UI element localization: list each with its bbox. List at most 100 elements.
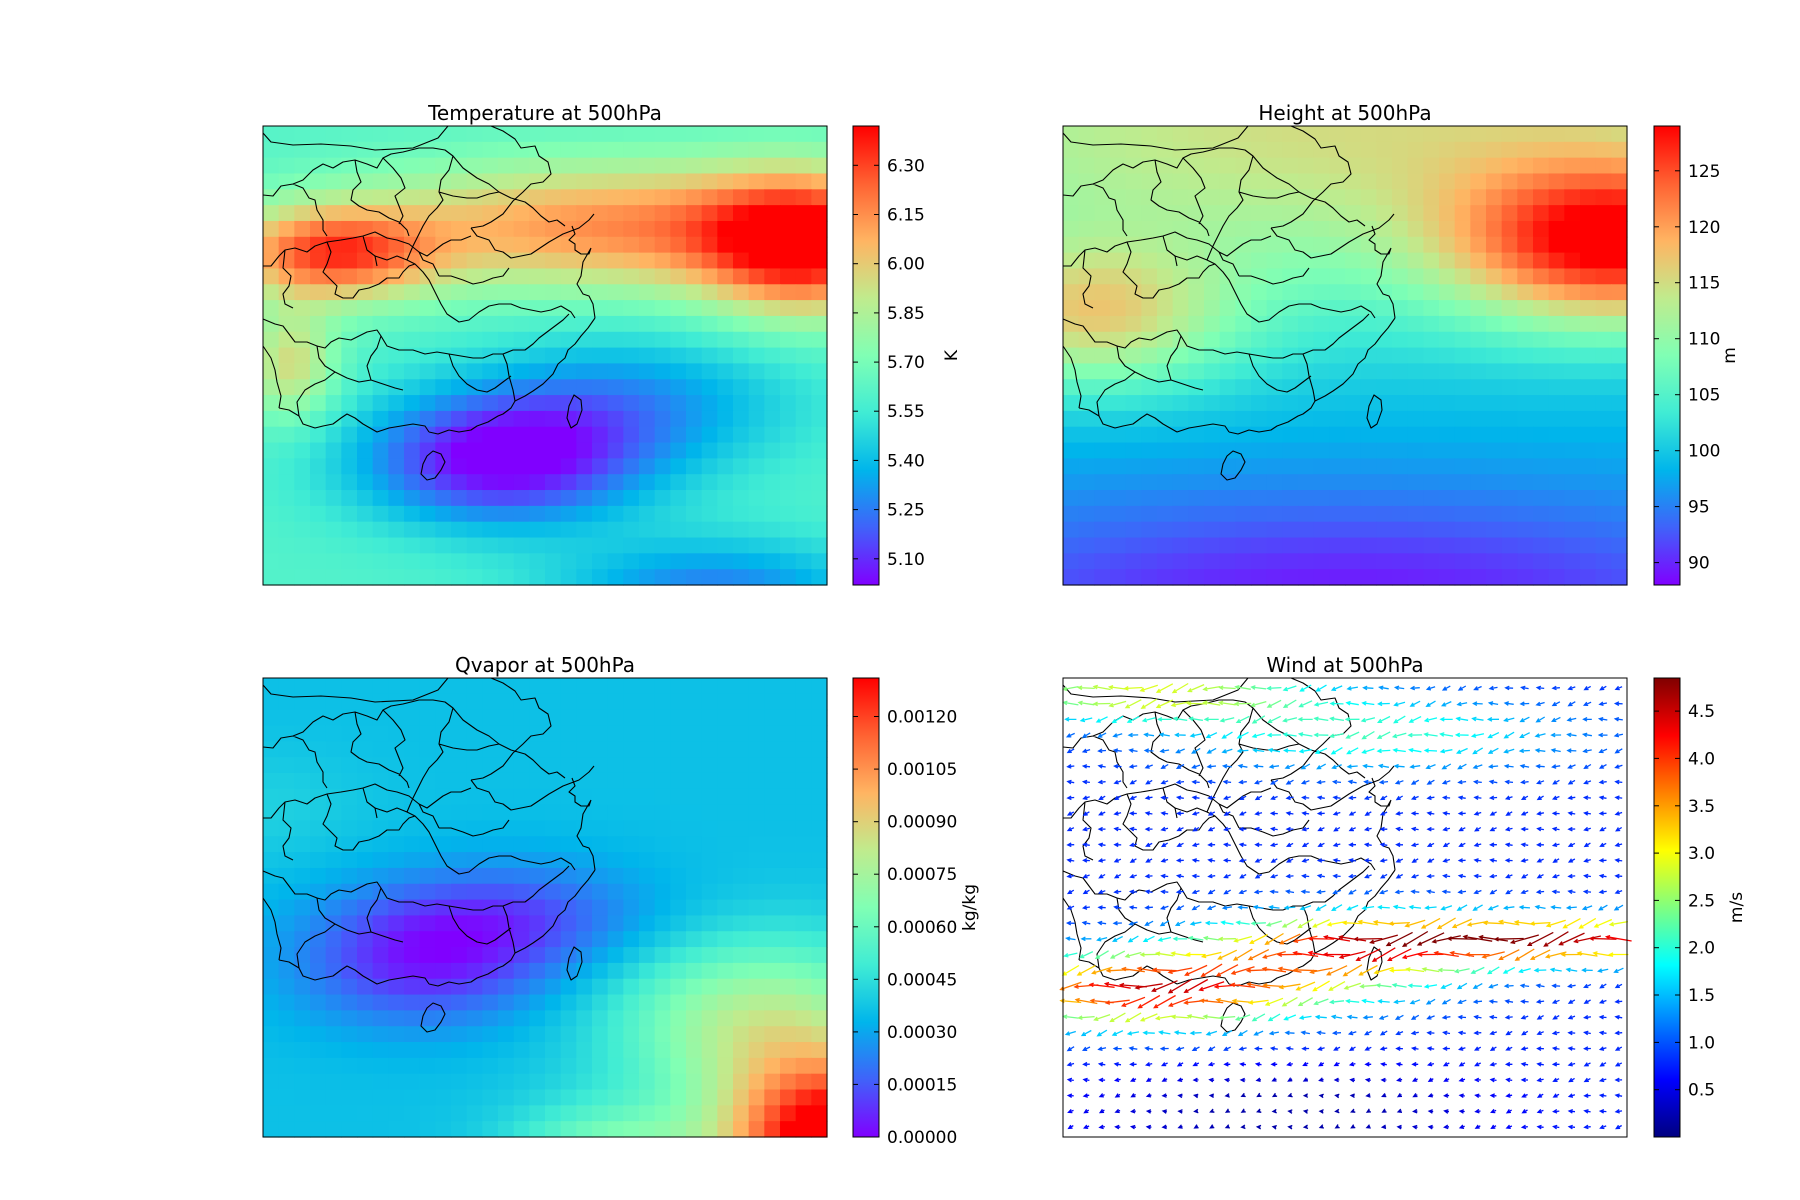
heatmap-cell bbox=[1329, 205, 1346, 222]
heatmap-cell bbox=[1486, 189, 1503, 206]
wind-arrow bbox=[1238, 842, 1247, 848]
heatmap-cell bbox=[670, 741, 687, 758]
heatmap-cell bbox=[1078, 395, 1095, 412]
wind-arrow bbox=[1322, 952, 1351, 957]
wind-arrow bbox=[1177, 1109, 1183, 1114]
wind-arrow bbox=[1576, 951, 1598, 957]
heatmap-cell bbox=[1298, 363, 1315, 380]
wind-arrow bbox=[1236, 748, 1249, 754]
wind-arrow bbox=[1065, 732, 1075, 738]
heatmap-cell bbox=[1313, 284, 1330, 301]
heatmap-cell bbox=[795, 693, 812, 711]
wind-arrow bbox=[1488, 999, 1498, 1004]
heatmap-cell bbox=[513, 772, 530, 790]
heatmap-cell bbox=[1360, 331, 1377, 349]
heatmap-cell bbox=[701, 852, 718, 869]
wind-arrow bbox=[1171, 682, 1189, 694]
heatmap-cell bbox=[1094, 315, 1111, 333]
heatmap-cell bbox=[419, 331, 436, 349]
wind-arrow bbox=[1598, 779, 1607, 785]
heatmap-cell bbox=[435, 1121, 452, 1138]
heatmap-cell bbox=[278, 899, 295, 917]
heatmap-cell bbox=[451, 1026, 468, 1043]
heatmap-cell bbox=[466, 268, 483, 285]
heatmap-cell bbox=[701, 1121, 718, 1138]
heatmap-cell bbox=[482, 252, 499, 270]
heatmap-cell bbox=[654, 284, 671, 301]
heatmap-cell bbox=[576, 1089, 593, 1106]
wind-arrow bbox=[1377, 999, 1390, 1004]
heatmap-cell bbox=[780, 236, 797, 254]
wind-arrow bbox=[1373, 966, 1394, 975]
heatmap-cell bbox=[1376, 236, 1393, 254]
heatmap-cell bbox=[1345, 410, 1362, 428]
heatmap-cell bbox=[576, 947, 593, 964]
wind-arrow bbox=[1520, 1077, 1529, 1083]
heatmap-cell bbox=[764, 521, 781, 539]
wind-arrow bbox=[1191, 1046, 1200, 1051]
heatmap-cell bbox=[1313, 521, 1330, 539]
heatmap-cell bbox=[1345, 331, 1362, 349]
heatmap-cell bbox=[325, 395, 342, 412]
heatmap-cell bbox=[1595, 395, 1612, 412]
wind-arrow bbox=[1326, 965, 1348, 976]
heatmap-cell bbox=[764, 141, 781, 159]
heatmap-cell bbox=[372, 395, 389, 412]
wind-arrow bbox=[1376, 748, 1391, 754]
colorbar-tick-label: 0.00030 bbox=[887, 1023, 957, 1043]
heatmap-cell bbox=[670, 1105, 687, 1122]
heatmap-cell bbox=[341, 962, 358, 980]
wind-arrow bbox=[1111, 715, 1124, 724]
heatmap-cell bbox=[451, 474, 468, 491]
heatmap-cell bbox=[341, 947, 358, 964]
heatmap-cell bbox=[795, 931, 812, 948]
wind-arrow bbox=[1377, 715, 1391, 723]
heatmap-cell bbox=[654, 410, 671, 428]
heatmap-cell bbox=[545, 772, 562, 790]
heatmap-cell bbox=[701, 236, 718, 254]
wind-arrow bbox=[1393, 715, 1406, 724]
heatmap-cell bbox=[717, 994, 734, 1011]
wind-arrow bbox=[1395, 873, 1404, 879]
heatmap-cell bbox=[748, 347, 765, 365]
heatmap-cell bbox=[1595, 537, 1612, 554]
wind-arrow bbox=[1247, 949, 1270, 961]
heatmap-cell bbox=[717, 220, 734, 238]
wind-arrow bbox=[1474, 1108, 1481, 1114]
heatmap-cell bbox=[419, 757, 436, 774]
heatmap-cell bbox=[545, 379, 562, 396]
heatmap-cell bbox=[592, 978, 609, 996]
heatmap-cell bbox=[1407, 426, 1424, 444]
heatmap-cell bbox=[717, 395, 734, 412]
heatmap-cell bbox=[1298, 157, 1315, 175]
wind-arrow bbox=[1066, 748, 1075, 754]
heatmap-cell bbox=[263, 994, 280, 1011]
heatmap-cell bbox=[733, 820, 750, 837]
heatmap-cell bbox=[1533, 537, 1550, 554]
heatmap-cell bbox=[1282, 474, 1299, 491]
colorbar-tick-label: 5.55 bbox=[887, 402, 925, 422]
heatmap-cell bbox=[1329, 363, 1346, 380]
wind-arrow bbox=[1363, 842, 1372, 848]
heatmap-cell bbox=[623, 553, 640, 570]
wind-arrow bbox=[1486, 717, 1500, 722]
wind-arrow bbox=[1064, 717, 1077, 722]
heatmap-cell bbox=[1517, 537, 1534, 554]
wind-arrow bbox=[1396, 1077, 1403, 1083]
heatmap-cell bbox=[325, 300, 342, 317]
heatmap-cell bbox=[1439, 252, 1456, 270]
wind-arrow bbox=[1175, 748, 1185, 754]
heatmap-cell bbox=[733, 772, 750, 790]
heatmap-cell bbox=[592, 1057, 609, 1075]
heatmap-cell bbox=[1439, 268, 1456, 285]
heatmap-cell bbox=[278, 126, 295, 143]
wind-arrow bbox=[1253, 889, 1263, 895]
heatmap-cell bbox=[717, 852, 734, 869]
wind-arrow bbox=[1457, 779, 1467, 785]
heatmap-cell bbox=[764, 741, 781, 758]
heatmap-cell bbox=[780, 141, 797, 159]
wind-arrow bbox=[1567, 1124, 1576, 1130]
wind-arrow bbox=[1465, 952, 1490, 957]
wind-arrow bbox=[1128, 1046, 1138, 1051]
wind-arrow bbox=[1218, 685, 1236, 691]
